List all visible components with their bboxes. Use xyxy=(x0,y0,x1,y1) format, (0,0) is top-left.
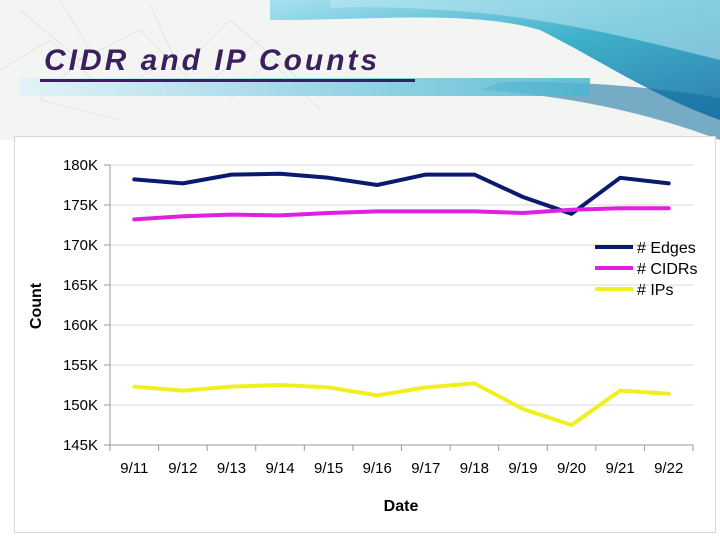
y-tick-label: 165K xyxy=(63,277,98,294)
data-point xyxy=(424,173,428,177)
data-point xyxy=(618,389,622,393)
legend-label: # IPs xyxy=(637,282,673,299)
chart-panel: 145K 150K 155K 160K 165K 170K 175K 180K 9/11 9/12… xyxy=(14,136,716,533)
data-point xyxy=(132,217,136,221)
y-tick-label: 145K xyxy=(63,437,98,454)
data-point xyxy=(278,383,282,387)
data-point xyxy=(229,173,233,177)
data-point xyxy=(327,211,331,215)
data-point xyxy=(667,181,671,185)
data-point xyxy=(327,385,331,389)
y-tick-label: 155K xyxy=(63,357,98,374)
data-point xyxy=(618,176,622,180)
y-axis-title: Count xyxy=(28,282,45,329)
legend: # Edges # CIDRs # IPs xyxy=(595,240,697,299)
legend-label: # CIDRs xyxy=(637,261,697,278)
y-tick-label: 170K xyxy=(63,237,98,254)
y-tick-label: 160K xyxy=(63,317,98,334)
data-point xyxy=(570,423,574,427)
x-tick-label: 9/15 xyxy=(314,460,343,477)
data-point xyxy=(181,214,185,218)
data-point xyxy=(229,213,233,217)
x-tick-label: 9/13 xyxy=(217,460,246,477)
y-tick-label: 150K xyxy=(63,397,98,414)
data-point xyxy=(618,206,622,210)
data-point xyxy=(229,385,233,389)
series-lines xyxy=(132,171,671,427)
header-art xyxy=(0,0,720,140)
x-tick-label: 9/18 xyxy=(460,460,489,477)
x-tick-label: 9/17 xyxy=(411,460,440,477)
data-point xyxy=(472,173,476,177)
x-tick-label: 9/19 xyxy=(508,460,537,477)
y-tick-label: 180K xyxy=(63,157,98,174)
line-chart: 145K 150K 155K 160K 165K 170K 175K 180K 9/11 9/12… xyxy=(28,157,697,515)
slide-title: CIDR and IP Counts xyxy=(44,44,381,77)
data-point xyxy=(521,195,525,199)
series-line-ips xyxy=(132,381,671,427)
data-point xyxy=(667,206,671,210)
x-tick-label: 9/14 xyxy=(265,460,294,477)
x-tick-label: 9/22 xyxy=(654,460,683,477)
data-point xyxy=(424,385,428,389)
x-axis-title: Date xyxy=(384,498,419,515)
y-tick-label: 175K xyxy=(63,197,98,214)
data-point xyxy=(521,211,525,215)
data-point xyxy=(327,176,331,180)
x-tick-label: 9/20 xyxy=(557,460,586,477)
series-line-cidrs xyxy=(132,206,671,222)
data-point xyxy=(570,212,574,216)
data-point xyxy=(424,209,428,213)
axes: 145K 150K 155K 160K 165K 170K 175K 180K 9/11 9/12… xyxy=(63,157,694,477)
title-underline xyxy=(40,79,415,82)
header-background xyxy=(0,0,720,140)
data-point xyxy=(375,209,379,213)
legend-label: # Edges xyxy=(637,240,696,257)
data-point xyxy=(521,407,525,411)
data-point xyxy=(570,208,574,212)
data-point xyxy=(472,209,476,213)
data-point xyxy=(278,172,282,176)
data-point xyxy=(181,181,185,185)
data-point xyxy=(132,385,136,389)
x-tick-label: 9/16 xyxy=(363,460,392,477)
data-point xyxy=(181,389,185,393)
data-point xyxy=(375,393,379,397)
data-point xyxy=(667,392,671,396)
x-tick-label: 9/21 xyxy=(606,460,635,477)
data-point xyxy=(132,177,136,181)
x-tick-label: 9/12 xyxy=(168,460,197,477)
x-tick-label: 9/11 xyxy=(120,460,148,477)
data-point xyxy=(375,183,379,187)
data-point xyxy=(472,381,476,385)
data-point xyxy=(278,213,282,217)
